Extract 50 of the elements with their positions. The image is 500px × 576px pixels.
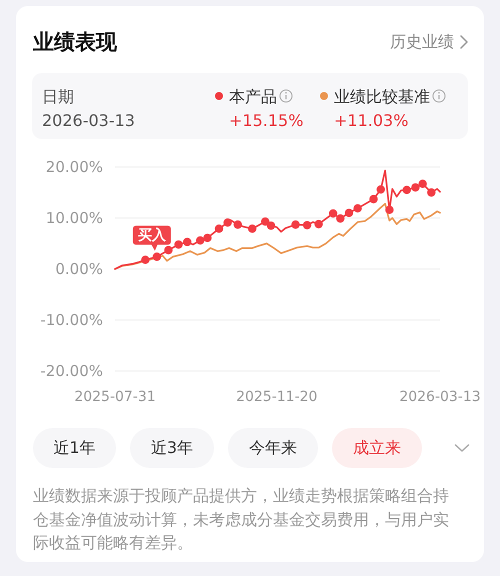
point <box>214 224 224 233</box>
annotation: 买入 <box>138 227 167 244</box>
y-tick-label: 0.00% <box>55 260 103 278</box>
point <box>248 224 256 233</box>
x-tick-label: 2025-11-20 <box>236 389 318 405</box>
point <box>141 256 150 264</box>
point <box>223 218 232 227</box>
x-tick-label: 2026-03-13 <box>399 389 481 405</box>
point <box>328 209 338 218</box>
y-tick-label: 10.00% <box>46 209 103 227</box>
point <box>402 186 411 194</box>
point <box>353 204 362 213</box>
point <box>152 252 162 261</box>
point <box>369 194 378 204</box>
point <box>385 206 394 214</box>
tab: 近3年 <box>130 428 214 468</box>
link: 历史业绩 <box>390 31 454 52</box>
readout: +11.03% <box>334 110 408 131</box>
line-series <box>114 170 441 270</box>
readout: +15.15% <box>229 110 304 131</box>
tab: 成立来 <box>332 428 422 468</box>
point <box>266 221 276 230</box>
point <box>427 188 436 197</box>
legend-label: 本产品 <box>229 86 277 107</box>
point <box>336 214 345 223</box>
y-tick-label: 20.00% <box>46 158 103 176</box>
point <box>291 220 300 229</box>
point <box>418 180 427 188</box>
legend-label: 业绩比较基准 <box>334 86 430 107</box>
point <box>376 185 385 194</box>
point <box>314 220 323 228</box>
point <box>261 217 270 226</box>
tab: 今年来 <box>228 428 318 468</box>
date-label: 日期 <box>42 86 74 107</box>
x-tick-label: 2025-07-31 <box>74 389 156 405</box>
point <box>164 246 173 254</box>
tab: 近1年 <box>33 428 116 468</box>
point <box>234 220 242 229</box>
point <box>344 208 354 218</box>
y-tick-label: -20.00% <box>40 362 103 380</box>
point <box>174 240 183 249</box>
point <box>183 238 192 246</box>
point <box>302 220 312 230</box>
title: 业绩表现 <box>33 29 117 56</box>
note: 业绩数据来源于投顾产品提供方，业绩走势根据策略组合持仓基金净值波动计算，未考虑成分基金交易费用，与用户实际收益可能略有差异。 <box>33 485 450 554</box>
point <box>203 234 212 242</box>
y-tick-label: -10.00% <box>40 311 103 329</box>
point <box>196 236 204 245</box>
point <box>411 183 420 192</box>
date-value: 2026-03-13 <box>42 110 135 131</box>
